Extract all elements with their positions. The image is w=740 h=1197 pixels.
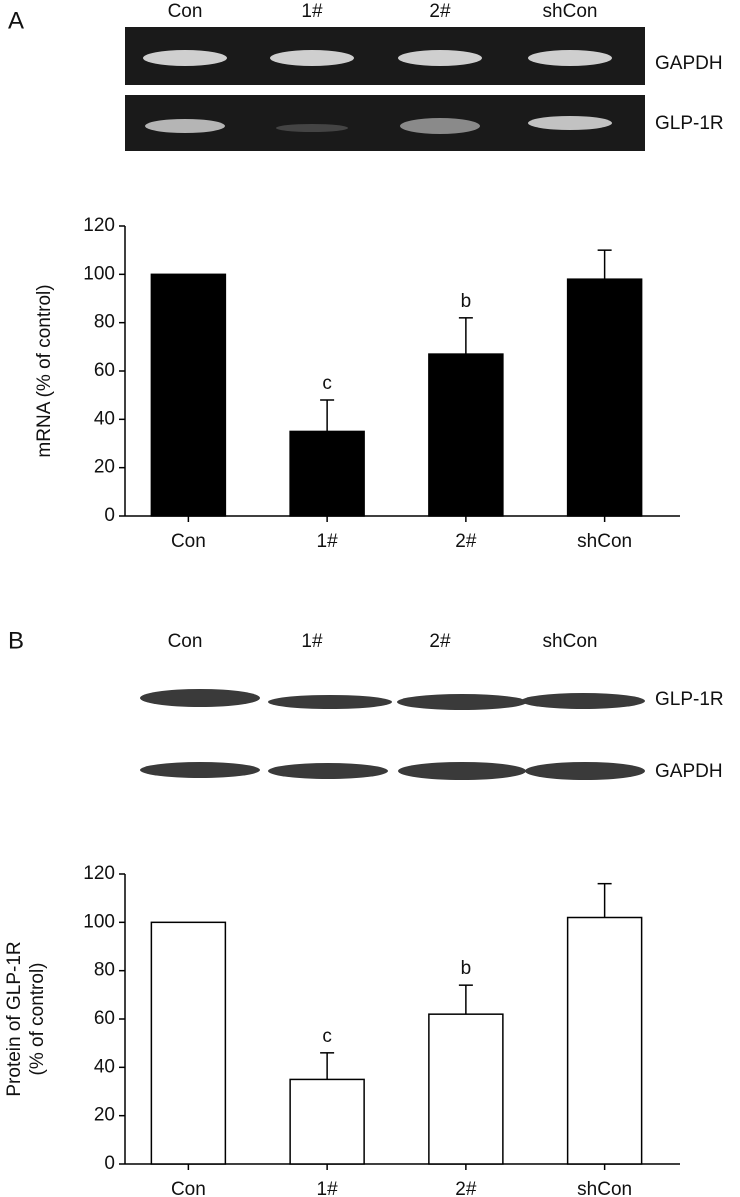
lane-label: 2# [429, 1, 451, 22]
lane-label: shCon [543, 1, 598, 22]
bar [289, 430, 365, 517]
bar [150, 273, 227, 517]
lane-label: 1# [301, 631, 323, 652]
bar [289, 1078, 365, 1165]
y-tick-label: 20 [94, 1105, 115, 1126]
x-tick-label: Con [171, 1179, 206, 1197]
lane-label: 1# [301, 1, 323, 22]
y-tick-label: 0 [104, 505, 115, 526]
y-axis-label: (% of control) [27, 963, 48, 1076]
x-tick-label: 2# [455, 531, 477, 552]
panel-label: B [8, 627, 24, 654]
y-tick-label: 80 [94, 312, 115, 333]
band-label: GLP-1R [655, 689, 724, 710]
band-label: GAPDH [655, 53, 723, 74]
x-tick-label: shCon [577, 1179, 632, 1197]
annotation: b [461, 958, 472, 979]
gel-bands [143, 50, 612, 134]
bar [428, 353, 504, 517]
y-tick-label: 40 [94, 1056, 115, 1077]
y-tick-label: 120 [83, 863, 115, 884]
y-axis-label: Protein of GLP-1R [4, 941, 25, 1096]
lane-label: 2# [429, 631, 451, 652]
x-tick-label: 2# [455, 1179, 477, 1197]
x-tick-label: 1# [317, 1179, 339, 1197]
panel-label: A [8, 7, 24, 34]
y-tick-label: 100 [83, 911, 115, 932]
x-tick-label: 1# [317, 531, 339, 552]
y-tick-label: 40 [94, 408, 115, 429]
x-tick-label: shCon [577, 531, 632, 552]
y-tick-label: 60 [94, 1008, 115, 1029]
lane-label: shCon [543, 631, 598, 652]
y-axis-label: mRNA (% of control) [34, 284, 55, 457]
band-label: GAPDH [655, 761, 723, 782]
y-tick-label: 120 [83, 215, 115, 236]
lane-label: Con [168, 1, 203, 22]
bar [428, 1013, 504, 1165]
x-tick-label: Con [171, 531, 206, 552]
y-tick-label: 20 [94, 457, 115, 478]
annotation: c [322, 373, 332, 394]
y-tick-label: 100 [83, 263, 115, 284]
band-label: GLP-1R [655, 113, 724, 134]
y-tick-label: 0 [104, 1153, 115, 1174]
bar [150, 921, 227, 1165]
bar [566, 916, 643, 1165]
y-tick-label: 80 [94, 960, 115, 981]
annotation: b [461, 291, 472, 312]
blot-bands [140, 689, 645, 780]
annotation: c [322, 1026, 332, 1047]
bar [566, 278, 643, 517]
lane-label: Con [168, 631, 203, 652]
y-tick-label: 60 [94, 360, 115, 381]
